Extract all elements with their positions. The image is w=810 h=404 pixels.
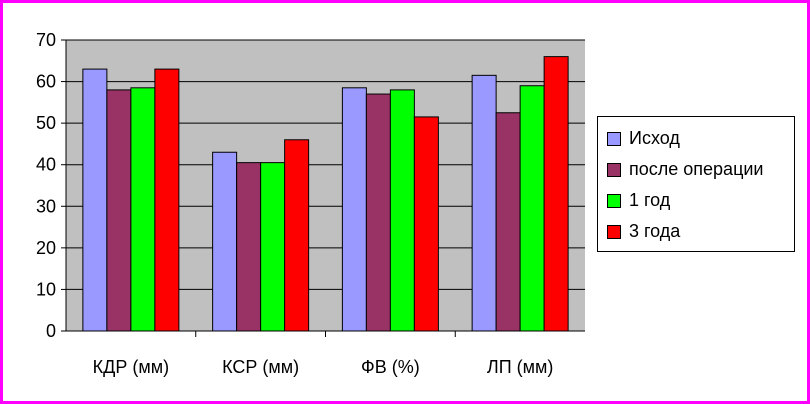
legend-item: 1 год	[598, 185, 794, 216]
legend-item: 3 года	[598, 216, 794, 247]
bar	[543, 56, 569, 332]
y-tick-label: 70	[36, 30, 56, 50]
bar	[495, 112, 521, 332]
bar	[365, 93, 391, 332]
legend-swatch	[607, 224, 621, 239]
x-tick-label: КСР (мм)	[222, 357, 299, 377]
legend-item: Исход	[598, 123, 794, 154]
bar	[471, 74, 497, 332]
x-tick-label: КДР (мм)	[93, 357, 169, 377]
bar	[82, 68, 108, 332]
bar	[284, 139, 310, 332]
bar	[389, 89, 415, 332]
legend-label: Исход	[629, 128, 680, 148]
y-tick-label: 0	[46, 321, 56, 341]
bar	[260, 162, 286, 332]
bar	[519, 85, 545, 332]
legend: Исход после операции 1 год 3 года	[597, 116, 795, 252]
x-axis-ticks: КДР (мм) КСР (мм) ФВ (%) ЛП (мм)	[93, 331, 554, 377]
y-tick-label: 60	[36, 72, 56, 92]
y-tick-label: 20	[36, 238, 56, 258]
bar	[413, 116, 439, 332]
legend-label: после операции	[629, 159, 764, 179]
legend-swatch	[607, 131, 621, 146]
x-tick-label: ФВ (%)	[361, 357, 420, 377]
x-tick-label: ЛП (мм)	[487, 357, 554, 377]
bar	[236, 162, 262, 332]
y-axis-ticks: 0 10 20 30 40 50 60 70	[36, 30, 66, 341]
y-tick-label: 40	[36, 155, 56, 175]
bar	[341, 87, 367, 332]
bar	[106, 89, 132, 332]
y-tick-label: 10	[36, 279, 56, 299]
bar	[154, 68, 180, 332]
legend-item: после операции	[598, 154, 794, 185]
y-tick-label: 50	[36, 113, 56, 133]
legend-swatch	[607, 162, 621, 177]
bar	[212, 151, 238, 332]
legend-label: 1 год	[629, 190, 671, 210]
bar	[130, 87, 156, 332]
legend-swatch	[607, 193, 621, 208]
legend-label: 3 года	[629, 221, 681, 241]
y-tick-label: 30	[36, 196, 56, 216]
